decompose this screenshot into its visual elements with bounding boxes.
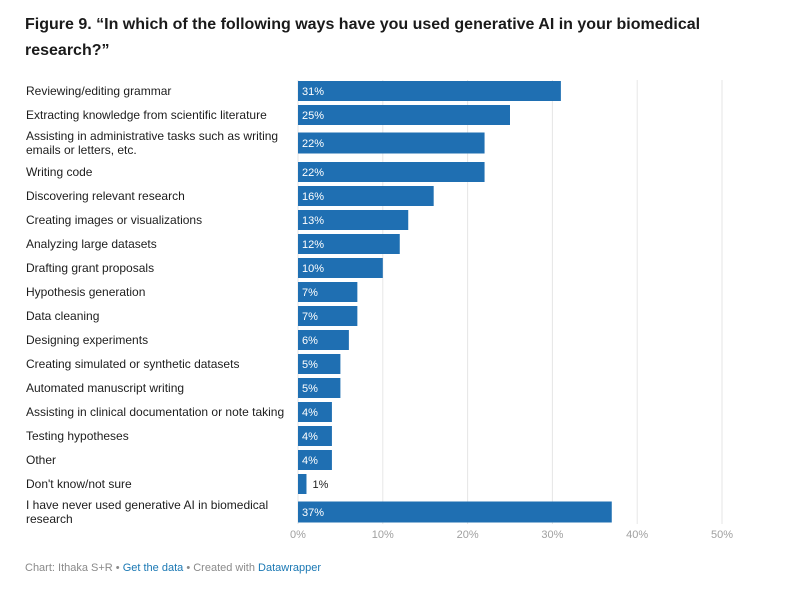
category-label: Designing experiments	[26, 333, 148, 347]
value-label: 4%	[302, 407, 318, 419]
value-label: 4%	[302, 455, 318, 467]
category-label: Creating images or visualizations	[26, 213, 202, 227]
datawrapper-link[interactable]: Datawrapper	[258, 562, 322, 574]
bar	[298, 330, 349, 350]
created-with-text: • Created with	[183, 562, 259, 574]
value-label: 7%	[302, 287, 318, 299]
bar	[298, 402, 332, 422]
bars: 31% 25% 22% 22% 16% 13% 12% 10% 7% 7% 6% 5% 5% 4% 4% 4%…	[298, 81, 612, 523]
source-text: Chart: Ithaka S+R	[25, 562, 113, 574]
category-label: Reviewing/editing grammar	[26, 84, 171, 98]
category-label: Assisting in administrative tasks such a…	[26, 129, 278, 157]
tick-label: 40%	[626, 529, 648, 541]
bar	[298, 450, 332, 470]
category-label: Don't know/not sure	[26, 477, 132, 491]
value-label: 10%	[302, 263, 324, 275]
value-label: 5%	[302, 383, 318, 395]
category-label: Testing hypotheses	[26, 429, 129, 443]
category-label: Hypothesis generation	[26, 285, 145, 299]
category-label: Discovering relevant research	[26, 189, 185, 203]
bar	[298, 81, 561, 101]
category-label: I have never used generative AI in biome…	[26, 498, 268, 526]
category-label: Creating simulated or synthetic datasets	[26, 357, 239, 371]
value-label: 22%	[302, 167, 324, 179]
value-label: 31%	[302, 86, 324, 98]
value-label: 5%	[302, 359, 318, 371]
bar	[298, 258, 383, 278]
tick-label: 50%	[711, 529, 733, 541]
bar	[298, 474, 307, 494]
category-labels: Reviewing/editing grammar Extracting know…	[26, 84, 284, 526]
chart-footer: Chart: Ithaka S+R • Get the data • Creat…	[25, 562, 321, 574]
bar	[298, 354, 341, 374]
tick-label: 30%	[541, 529, 563, 541]
get-data-link[interactable]: Get the data	[122, 562, 184, 574]
bar	[298, 306, 358, 326]
category-label: Assisting in clinical documentation or n…	[26, 405, 284, 419]
category-label: Extracting knowledge from scientific lit…	[26, 108, 267, 122]
bar	[298, 186, 434, 206]
bar	[298, 234, 400, 254]
category-label: Analyzing large datasets	[26, 237, 157, 251]
category-label: Automated manuscript writing	[26, 381, 184, 395]
tick-label: 20%	[457, 529, 479, 541]
value-label: 6%	[302, 335, 318, 347]
tick-label: 10%	[372, 529, 394, 541]
value-label: 13%	[302, 215, 324, 227]
bar	[298, 501, 612, 523]
value-label: 1%	[312, 479, 328, 491]
value-label: 7%	[302, 311, 318, 323]
x-axis-ticks: 0% 10% 20% 30% 40% 50%	[290, 529, 733, 541]
bar	[298, 105, 510, 125]
value-label: 37%	[302, 507, 324, 519]
footer-separator: •	[112, 562, 123, 574]
value-label: 22%	[302, 138, 324, 150]
category-label: Drafting grant proposals	[26, 261, 154, 275]
value-label: 12%	[302, 239, 324, 251]
value-label: 16%	[302, 191, 324, 203]
category-label: Other	[26, 453, 56, 467]
category-label: Data cleaning	[26, 309, 99, 323]
category-label: Writing code	[26, 165, 93, 179]
bar	[298, 162, 485, 182]
bar	[298, 378, 341, 398]
value-label: 4%	[302, 431, 318, 443]
value-label: 25%	[302, 110, 324, 122]
bar	[298, 132, 485, 154]
tick-label: 0%	[290, 529, 306, 541]
bar	[298, 426, 332, 446]
bar	[298, 210, 409, 230]
chart-title: Figure 9. “In which of the following way…	[25, 16, 701, 59]
bar	[298, 282, 358, 302]
